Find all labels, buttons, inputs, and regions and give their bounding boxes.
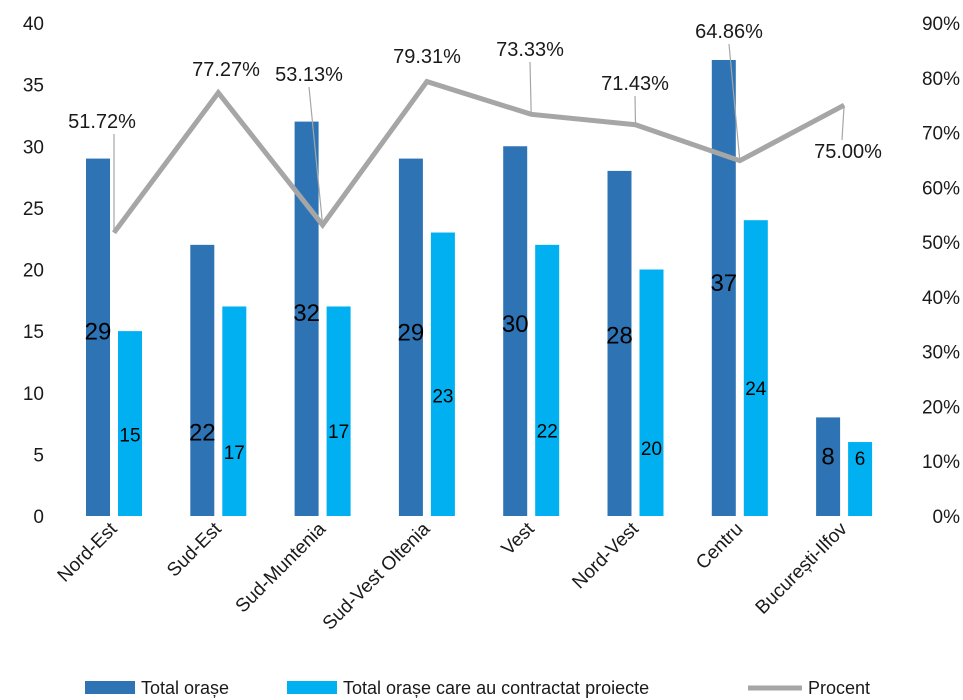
category-label: Sud-Vest Oltenia [319, 518, 435, 634]
left-tick-label: 35 [23, 76, 44, 97]
left-tick-label: 30 [23, 137, 44, 158]
percent-leader-line [634, 95, 637, 125]
left-tick-label: 15 [23, 322, 44, 343]
bar-total-orase-label: 28 [606, 322, 633, 349]
legend-swatch-total-orase [85, 681, 135, 694]
bar-total-orase [294, 121, 319, 516]
bar-total-contractat [535, 244, 560, 516]
percent-leader-line [728, 43, 741, 161]
percent-leader-line [841, 105, 845, 141]
bars [86, 59, 873, 516]
percent-data-label: 51.72% [68, 111, 136, 133]
left-axis: 0 5 10 15 20 25 30 35 40 [23, 14, 44, 528]
right-tick-label: 0% [933, 507, 961, 528]
left-tick-label: 20 [23, 261, 44, 282]
bar-total-contractat-label: 24 [745, 379, 767, 400]
bar-total-contractat-label: 17 [328, 422, 349, 443]
bar-total-contractat-label: 20 [641, 439, 662, 460]
bar-total-contractat [118, 331, 142, 516]
bar-total-contractat-label: 6 [855, 449, 866, 470]
percent-data-label: 79.31% [393, 46, 461, 68]
left-tick-label: 25 [23, 199, 44, 220]
right-tick-label: 90% [922, 14, 960, 35]
bar-total-contractat-label: 23 [432, 386, 453, 407]
category-label: Sud-Est [163, 518, 226, 581]
legend-swatch-total-contractat [287, 681, 337, 694]
bar-total-orase-label: 32 [293, 300, 320, 327]
right-tick-label: 80% [922, 69, 960, 90]
right-tick-label: 50% [922, 233, 960, 254]
bar-total-orase [607, 170, 632, 516]
legend-label-total-orase: Total orașe [141, 678, 229, 698]
right-tick-label: 30% [922, 343, 960, 364]
bar-total-contractat [430, 232, 455, 516]
right-tick-label: 40% [922, 288, 960, 309]
right-tick-label: 20% [922, 397, 960, 418]
bar-total-contractat [326, 306, 351, 516]
bar-total-orase-label: 22 [189, 419, 216, 446]
bar-total-contractat-label: 15 [119, 426, 140, 447]
percent-leader-line [529, 61, 532, 115]
bar-total-orase-label: 37 [710, 270, 737, 297]
percent-data-label: 77.27% [192, 59, 260, 81]
bar-total-orase [190, 244, 215, 516]
category-label: Vest [498, 518, 540, 560]
bar-total-orase-label: 29 [85, 318, 112, 345]
category-label: Centru [692, 519, 747, 574]
right-tick-label: 60% [922, 178, 960, 199]
left-tick-label: 40 [23, 14, 44, 35]
left-tick-label: 5 [33, 445, 44, 466]
legend-label-procent: Procent [808, 678, 870, 698]
right-axis: 0% 10% 20% 30% 40% 50% 60% 70% 80% 90% [922, 14, 960, 528]
bar-total-contractat [639, 269, 664, 516]
left-tick-label: 0 [33, 507, 44, 528]
bar-total-orase [816, 417, 841, 516]
percent-data-label: 75.00% [814, 141, 882, 163]
bar-total-contractat [222, 306, 247, 516]
category-label: Nord-Est [54, 518, 122, 586]
bar-total-orase-label: 30 [502, 311, 529, 338]
bar-total-orase [86, 158, 110, 516]
percent-data-label: 73.33% [496, 39, 564, 61]
bar-total-orase [398, 158, 423, 516]
legend-label-total-contractat: Total orașe care au contractat proiecte [343, 678, 649, 698]
bar-total-orase [503, 146, 528, 516]
bar-total-contractat [848, 442, 873, 516]
category-label: Nord-Vest [568, 518, 643, 593]
left-tick-label: 10 [23, 384, 44, 405]
bar-total-orase-label: 29 [398, 319, 425, 346]
right-tick-label: 70% [922, 124, 960, 145]
percent-line [111, 78, 846, 235]
right-tick-label: 10% [922, 452, 960, 473]
category-label: Sud-Muntenia [232, 518, 331, 617]
percent-data-label: 71.43% [601, 73, 669, 95]
bar-total-contractat-label: 17 [224, 443, 245, 464]
bar-total-orase-label: 8 [821, 444, 834, 471]
bar-total-contractat-label: 22 [537, 421, 558, 442]
bar-total-contractat [743, 220, 768, 516]
percent-labels: 51.72% 77.27% 53.13% 79.31% 73.33% 71.43% 64.8… [68, 21, 882, 233]
legend: Total orașe Total orașe care au contracta… [85, 678, 870, 698]
percent-data-label: 64.86% [695, 21, 763, 43]
bar-data-labels: 29 15 22 17 32 17 29 23 30 22 28 20 37 24 8 6 [85, 270, 866, 471]
percent-line-path [111, 78, 846, 235]
percent-leader-line [308, 86, 324, 226]
percent-data-label: 53.13% [275, 64, 343, 86]
bar-total-orase [711, 59, 736, 516]
category-label: București-Ilfov [752, 518, 852, 618]
